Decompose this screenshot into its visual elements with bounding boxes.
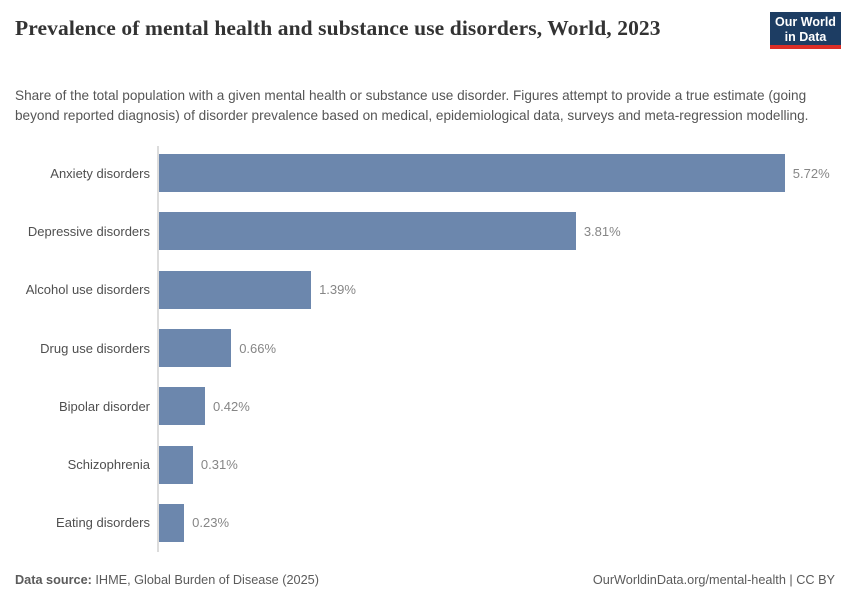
bar[interactable] — [159, 270, 312, 309]
category-label: Eating disorders — [56, 515, 150, 531]
category-label: Alcohol use disorders — [25, 282, 150, 298]
bar-row: Alcohol use disorders 1.39% — [0, 261, 850, 319]
category-label: Bipolar disorder — [58, 398, 150, 414]
bar-row: Bipolar disorder 0.42% — [0, 377, 850, 435]
bar-row: Depressive disorders 3.81% — [0, 202, 850, 260]
bar-row: Drug use disorders 0.66% — [0, 319, 850, 377]
value-label: 0.31% — [200, 457, 238, 473]
bar-row: Anxiety disorders 5.72% — [0, 144, 850, 202]
category-label: Depressive disorders — [27, 223, 150, 239]
value-label: 1.39% — [319, 282, 356, 298]
bar[interactable] — [159, 445, 193, 484]
chart-title: Prevalence of mental health and substanc… — [15, 16, 661, 40]
bar-row: Schizophrenia 0.31% — [0, 435, 850, 493]
value-label: 0.42% — [212, 398, 250, 414]
bar[interactable] — [159, 503, 185, 542]
value-label: 5.72% — [792, 165, 830, 181]
data-source-label: Data source: — [15, 573, 92, 587]
owid-logo[interactable]: Our World in Data — [770, 12, 841, 49]
bar[interactable] — [159, 329, 232, 368]
chart-footer: Data source: IHME, Global Burden of Dise… — [15, 573, 835, 587]
data-source-value: IHME, Global Burden of Disease (2025) — [91, 573, 319, 587]
value-label: 0.23% — [192, 515, 230, 531]
owid-logo-line2: in Data — [784, 30, 827, 44]
bar-chart: Anxiety disorders 5.72% Depressive disorde… — [0, 144, 850, 552]
category-label: Schizophrenia — [67, 457, 150, 473]
value-label: 0.66% — [239, 340, 277, 356]
chart-subtitle: Share of the total population with a giv… — [15, 88, 809, 123]
category-label: Anxiety disorders — [50, 165, 150, 181]
category-label: Drug use disorders — [40, 340, 150, 356]
credit-link[interactable]: OurWorldinData.org/mental-health | CC BY — [592, 573, 835, 587]
value-label: 3.81% — [583, 223, 621, 239]
owid-logo-line1: Our World — [775, 15, 836, 29]
y-axis-line — [157, 146, 159, 552]
bar[interactable] — [159, 212, 576, 251]
bar[interactable] — [159, 387, 205, 426]
data-source-note: Data source: IHME, Global Burden of Dise… — [15, 573, 319, 587]
bar[interactable] — [159, 154, 785, 193]
bar-row: Eating disorders 0.23% — [0, 494, 850, 552]
bar-rows: Anxiety disorders 5.72% Depressive disorde… — [0, 144, 850, 552]
